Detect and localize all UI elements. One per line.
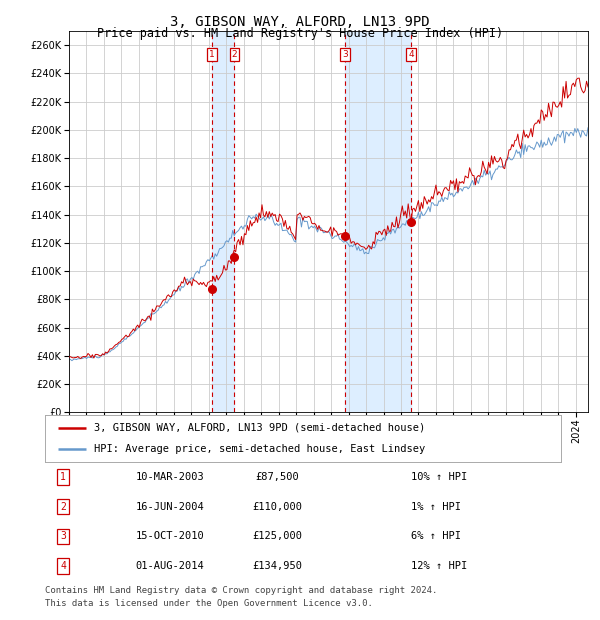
Text: HPI: Average price, semi-detached house, East Lindsey: HPI: Average price, semi-detached house,… xyxy=(94,445,425,454)
Text: 10% ↑ HPI: 10% ↑ HPI xyxy=(412,472,467,482)
Text: 4: 4 xyxy=(409,50,414,59)
Text: 6% ↑ HPI: 6% ↑ HPI xyxy=(412,531,461,541)
Text: 3: 3 xyxy=(60,531,66,541)
Text: £134,950: £134,950 xyxy=(252,561,302,571)
Text: This data is licensed under the Open Government Licence v3.0.: This data is licensed under the Open Gov… xyxy=(45,599,373,608)
Text: 1: 1 xyxy=(209,50,215,59)
Text: Contains HM Land Registry data © Crown copyright and database right 2024.: Contains HM Land Registry data © Crown c… xyxy=(45,586,437,595)
Bar xyxy=(345,31,411,412)
Text: 1% ↑ HPI: 1% ↑ HPI xyxy=(412,502,461,512)
Text: 01-AUG-2014: 01-AUG-2014 xyxy=(136,561,204,571)
Text: £110,000: £110,000 xyxy=(252,502,302,512)
Text: 2: 2 xyxy=(60,502,66,512)
Text: Price paid vs. HM Land Registry's House Price Index (HPI): Price paid vs. HM Land Registry's House … xyxy=(97,27,503,40)
Text: 12% ↑ HPI: 12% ↑ HPI xyxy=(412,561,467,571)
Text: 4: 4 xyxy=(60,561,66,571)
Text: 3: 3 xyxy=(342,50,348,59)
Text: 3, GIBSON WAY, ALFORD, LN13 9PD: 3, GIBSON WAY, ALFORD, LN13 9PD xyxy=(170,16,430,30)
Text: 1: 1 xyxy=(60,472,66,482)
Text: 15-OCT-2010: 15-OCT-2010 xyxy=(136,531,204,541)
Text: £87,500: £87,500 xyxy=(256,472,299,482)
Text: 10-MAR-2003: 10-MAR-2003 xyxy=(136,472,204,482)
Text: 16-JUN-2004: 16-JUN-2004 xyxy=(136,502,204,512)
Text: 2: 2 xyxy=(232,50,237,59)
Text: £125,000: £125,000 xyxy=(252,531,302,541)
Bar xyxy=(212,31,235,412)
Text: 3, GIBSON WAY, ALFORD, LN13 9PD (semi-detached house): 3, GIBSON WAY, ALFORD, LN13 9PD (semi-de… xyxy=(94,423,425,433)
